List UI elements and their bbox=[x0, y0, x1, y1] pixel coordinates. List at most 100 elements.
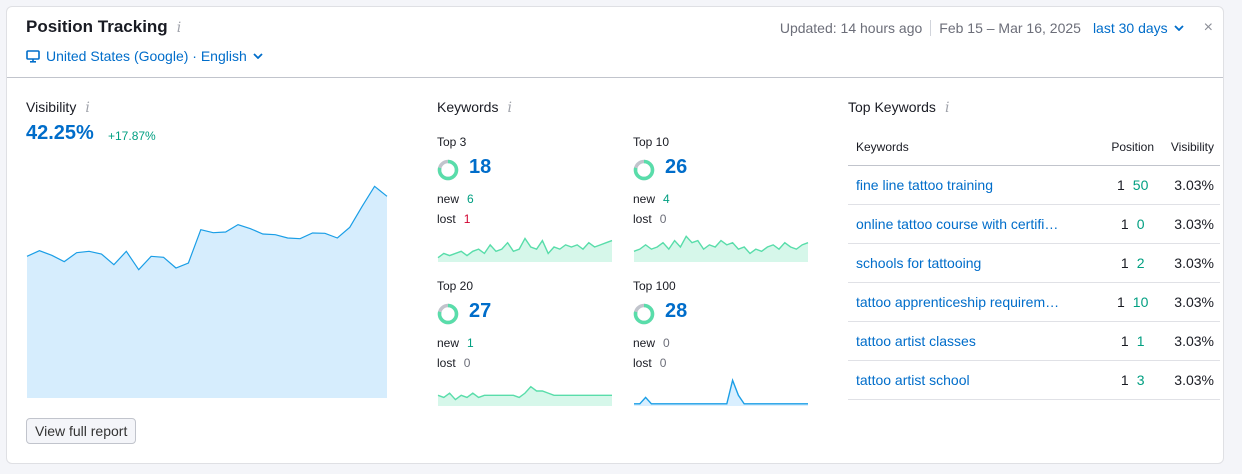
visibility-cell: 3.03% bbox=[1159, 243, 1220, 283]
lost-row: lost 0 bbox=[633, 356, 666, 370]
lost-row: lost 0 bbox=[437, 356, 470, 370]
table-row: tattoo apprenticeship requirements 1 10 3.0… bbox=[848, 282, 1220, 322]
table-row: online tattoo course with certificate 1 0 3… bbox=[848, 204, 1220, 244]
column-header-keywords: Keywords bbox=[848, 129, 1106, 166]
info-icon[interactable]: i bbox=[944, 100, 950, 116]
table-row: tattoo artist classes 1 1 3.03% bbox=[848, 321, 1220, 361]
keyword-sparkline bbox=[437, 237, 613, 262]
visibility-area bbox=[27, 186, 387, 398]
keyword-block-label: Top 20 bbox=[437, 279, 474, 293]
keyword-link[interactable]: tattoo artist school bbox=[856, 372, 970, 388]
table-row: fine line tattoo training 1 50 3.03% bbox=[848, 165, 1220, 205]
keyword-count: 28 bbox=[665, 300, 688, 322]
info-icon[interactable]: i bbox=[176, 20, 182, 36]
sparkline-line bbox=[633, 235, 809, 255]
keyword-cell: online tattoo course with certificate bbox=[848, 204, 1106, 244]
previous-position: 1 bbox=[1117, 177, 1125, 193]
current-position: 50 bbox=[1132, 177, 1149, 193]
sparkline-area bbox=[438, 386, 612, 406]
keywords-label: Keywords bbox=[437, 99, 499, 115]
info-icon[interactable]: i bbox=[507, 100, 512, 116]
keyword-block-top-3: Top 3 18 new 6 lost 1 bbox=[437, 135, 613, 263]
new-count: 4 bbox=[663, 192, 670, 206]
previous-position: 1 bbox=[1120, 333, 1129, 349]
column-header-visibility: Visibility bbox=[1159, 129, 1220, 166]
table-header-row: Keywords Position Visibility bbox=[848, 129, 1220, 166]
lost-label: lost bbox=[437, 212, 456, 226]
widget-title: Position Tracking i bbox=[26, 17, 181, 37]
close-icon[interactable]: × bbox=[1203, 19, 1213, 36]
lost-row: lost 0 bbox=[633, 212, 666, 226]
keyword-link[interactable]: schools for tattooing bbox=[856, 255, 982, 271]
donut-icon bbox=[633, 303, 655, 325]
view-full-report-button[interactable]: View full report bbox=[26, 418, 137, 444]
previous-position: 1 bbox=[1120, 255, 1129, 271]
keyword-count: 27 bbox=[469, 300, 492, 322]
date-range-text: Feb 15 – Mar 16, 2025 bbox=[939, 20, 1081, 36]
visibility-label: Visibility bbox=[26, 99, 77, 115]
visibility-cell: 3.03% bbox=[1159, 282, 1220, 322]
info-icon[interactable]: i bbox=[85, 100, 90, 116]
keyword-block-top-100: Top 100 28 new 0 lost 0 bbox=[633, 279, 809, 407]
new-count: 1 bbox=[467, 336, 474, 350]
chevron-down-icon bbox=[1174, 25, 1184, 31]
keyword-cell: fine line tattoo training bbox=[848, 165, 1106, 205]
new-label: new bbox=[437, 336, 460, 350]
keyword-link[interactable]: tattoo apprenticeship requirements bbox=[856, 294, 1061, 310]
widget-title-text: Position Tracking bbox=[26, 17, 168, 36]
donut-icon bbox=[437, 159, 459, 181]
keyword-sparkline bbox=[437, 385, 612, 406]
desktop-icon bbox=[26, 49, 40, 63]
sparkline-area bbox=[634, 380, 808, 406]
top-keywords-label: Top Keywords bbox=[848, 99, 936, 115]
previous-position: 1 bbox=[1117, 294, 1125, 310]
keyword-cell: tattoo artist school bbox=[848, 360, 1106, 400]
keyword-link[interactable]: online tattoo course with certificate bbox=[856, 216, 1061, 232]
lost-label: lost bbox=[633, 356, 652, 370]
position-cell: 1 50 bbox=[1105, 165, 1160, 205]
keyword-cell: schools for tattooing bbox=[848, 243, 1106, 283]
current-position: 0 bbox=[1136, 216, 1145, 232]
current-position: 10 bbox=[1132, 294, 1149, 310]
visibility-cell: 3.03% bbox=[1159, 204, 1220, 244]
keyword-link[interactable]: fine line tattoo training bbox=[856, 177, 993, 193]
column-header-position: Position bbox=[1105, 129, 1160, 166]
lost-label: lost bbox=[437, 356, 456, 370]
keyword-sparkline bbox=[634, 377, 808, 406]
visibility-cell: 3.03% bbox=[1159, 321, 1220, 361]
lost-count: 1 bbox=[463, 212, 471, 226]
donut-icon bbox=[633, 159, 655, 181]
keyword-count: 18 bbox=[469, 156, 492, 178]
sparkline-line bbox=[437, 237, 613, 259]
new-count: 0 bbox=[663, 336, 670, 350]
new-label: new bbox=[633, 336, 656, 350]
new-row: new 4 bbox=[633, 192, 670, 206]
keyword-block-label: Top 3 bbox=[437, 135, 467, 149]
period-label: last 30 days bbox=[1092, 20, 1168, 36]
period-dropdown[interactable]: last 30 days bbox=[1093, 20, 1184, 36]
lost-count: 0 bbox=[659, 356, 667, 370]
lost-count: 0 bbox=[463, 356, 471, 370]
donut-icon bbox=[437, 303, 459, 325]
previous-position: 1 bbox=[1120, 216, 1129, 232]
region-selector[interactable]: United States (Google) · English bbox=[26, 48, 269, 64]
position-cell: 1 10 bbox=[1105, 282, 1160, 322]
keywords-heading: Keywords i bbox=[437, 99, 512, 116]
keyword-cell: tattoo artist classes bbox=[848, 321, 1106, 361]
region-label: United States (Google) · English bbox=[46, 48, 247, 64]
keyword-link[interactable]: tattoo artist classes bbox=[856, 333, 976, 349]
keyword-block-top-20: Top 20 27 new 1 lost 0 bbox=[437, 279, 613, 407]
sparkline-area bbox=[634, 236, 808, 262]
new-label: new bbox=[633, 192, 656, 206]
keyword-cell: tattoo apprenticeship requirements bbox=[848, 282, 1106, 322]
header-controls: Updated: 14 hours ago Feb 15 – Mar 16, 2… bbox=[780, 19, 1213, 37]
current-position: 3 bbox=[1136, 372, 1145, 388]
visibility-chart bbox=[26, 185, 388, 398]
sparkline-area bbox=[438, 238, 612, 262]
visibility-line bbox=[26, 185, 388, 271]
header-divider bbox=[7, 77, 1223, 78]
header-separator bbox=[930, 20, 932, 36]
